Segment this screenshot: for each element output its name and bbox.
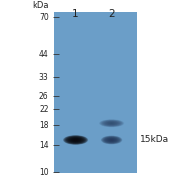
Ellipse shape	[67, 137, 84, 143]
Ellipse shape	[107, 138, 116, 142]
Ellipse shape	[101, 120, 123, 127]
Ellipse shape	[99, 119, 124, 127]
Ellipse shape	[101, 136, 122, 144]
Ellipse shape	[68, 137, 84, 143]
Ellipse shape	[106, 138, 117, 142]
Ellipse shape	[69, 138, 82, 142]
Ellipse shape	[70, 138, 82, 142]
Ellipse shape	[99, 120, 124, 127]
Ellipse shape	[102, 120, 121, 126]
Ellipse shape	[67, 137, 84, 143]
Text: 22: 22	[39, 105, 49, 114]
Ellipse shape	[104, 137, 119, 143]
Ellipse shape	[65, 136, 87, 144]
Text: 2: 2	[108, 9, 115, 19]
Ellipse shape	[71, 138, 81, 142]
Ellipse shape	[103, 137, 120, 143]
Ellipse shape	[69, 137, 82, 143]
Ellipse shape	[100, 120, 123, 127]
Ellipse shape	[71, 138, 80, 142]
Bar	[54, 12, 137, 173]
Text: 26: 26	[39, 92, 49, 101]
Ellipse shape	[102, 136, 122, 144]
Ellipse shape	[103, 136, 121, 144]
Ellipse shape	[103, 121, 120, 126]
Ellipse shape	[63, 135, 88, 145]
Ellipse shape	[63, 135, 88, 145]
Ellipse shape	[71, 138, 80, 142]
Ellipse shape	[103, 136, 120, 143]
Ellipse shape	[107, 138, 117, 142]
Text: 33: 33	[39, 73, 49, 82]
Ellipse shape	[64, 136, 87, 144]
Ellipse shape	[105, 137, 118, 143]
Ellipse shape	[102, 120, 122, 126]
Ellipse shape	[101, 136, 122, 144]
Text: 1: 1	[72, 9, 79, 19]
Ellipse shape	[105, 137, 118, 143]
Text: 15kDa: 15kDa	[140, 136, 170, 145]
Ellipse shape	[102, 120, 121, 126]
Ellipse shape	[101, 120, 122, 127]
Text: 14: 14	[39, 141, 49, 150]
Ellipse shape	[70, 138, 81, 142]
Ellipse shape	[102, 136, 121, 144]
Ellipse shape	[106, 138, 117, 142]
Ellipse shape	[104, 137, 119, 143]
Ellipse shape	[104, 137, 120, 143]
Text: 70: 70	[39, 13, 49, 22]
Ellipse shape	[68, 137, 83, 143]
Ellipse shape	[66, 136, 86, 144]
Text: kDa: kDa	[32, 1, 49, 10]
Ellipse shape	[105, 138, 118, 142]
Text: 10: 10	[39, 168, 49, 177]
Ellipse shape	[66, 136, 85, 144]
Text: 18: 18	[39, 121, 49, 130]
Ellipse shape	[64, 136, 87, 145]
Ellipse shape	[100, 120, 123, 127]
Ellipse shape	[65, 136, 86, 144]
Ellipse shape	[66, 136, 85, 143]
Ellipse shape	[102, 136, 121, 144]
Text: 44: 44	[39, 50, 49, 59]
Ellipse shape	[68, 137, 83, 143]
